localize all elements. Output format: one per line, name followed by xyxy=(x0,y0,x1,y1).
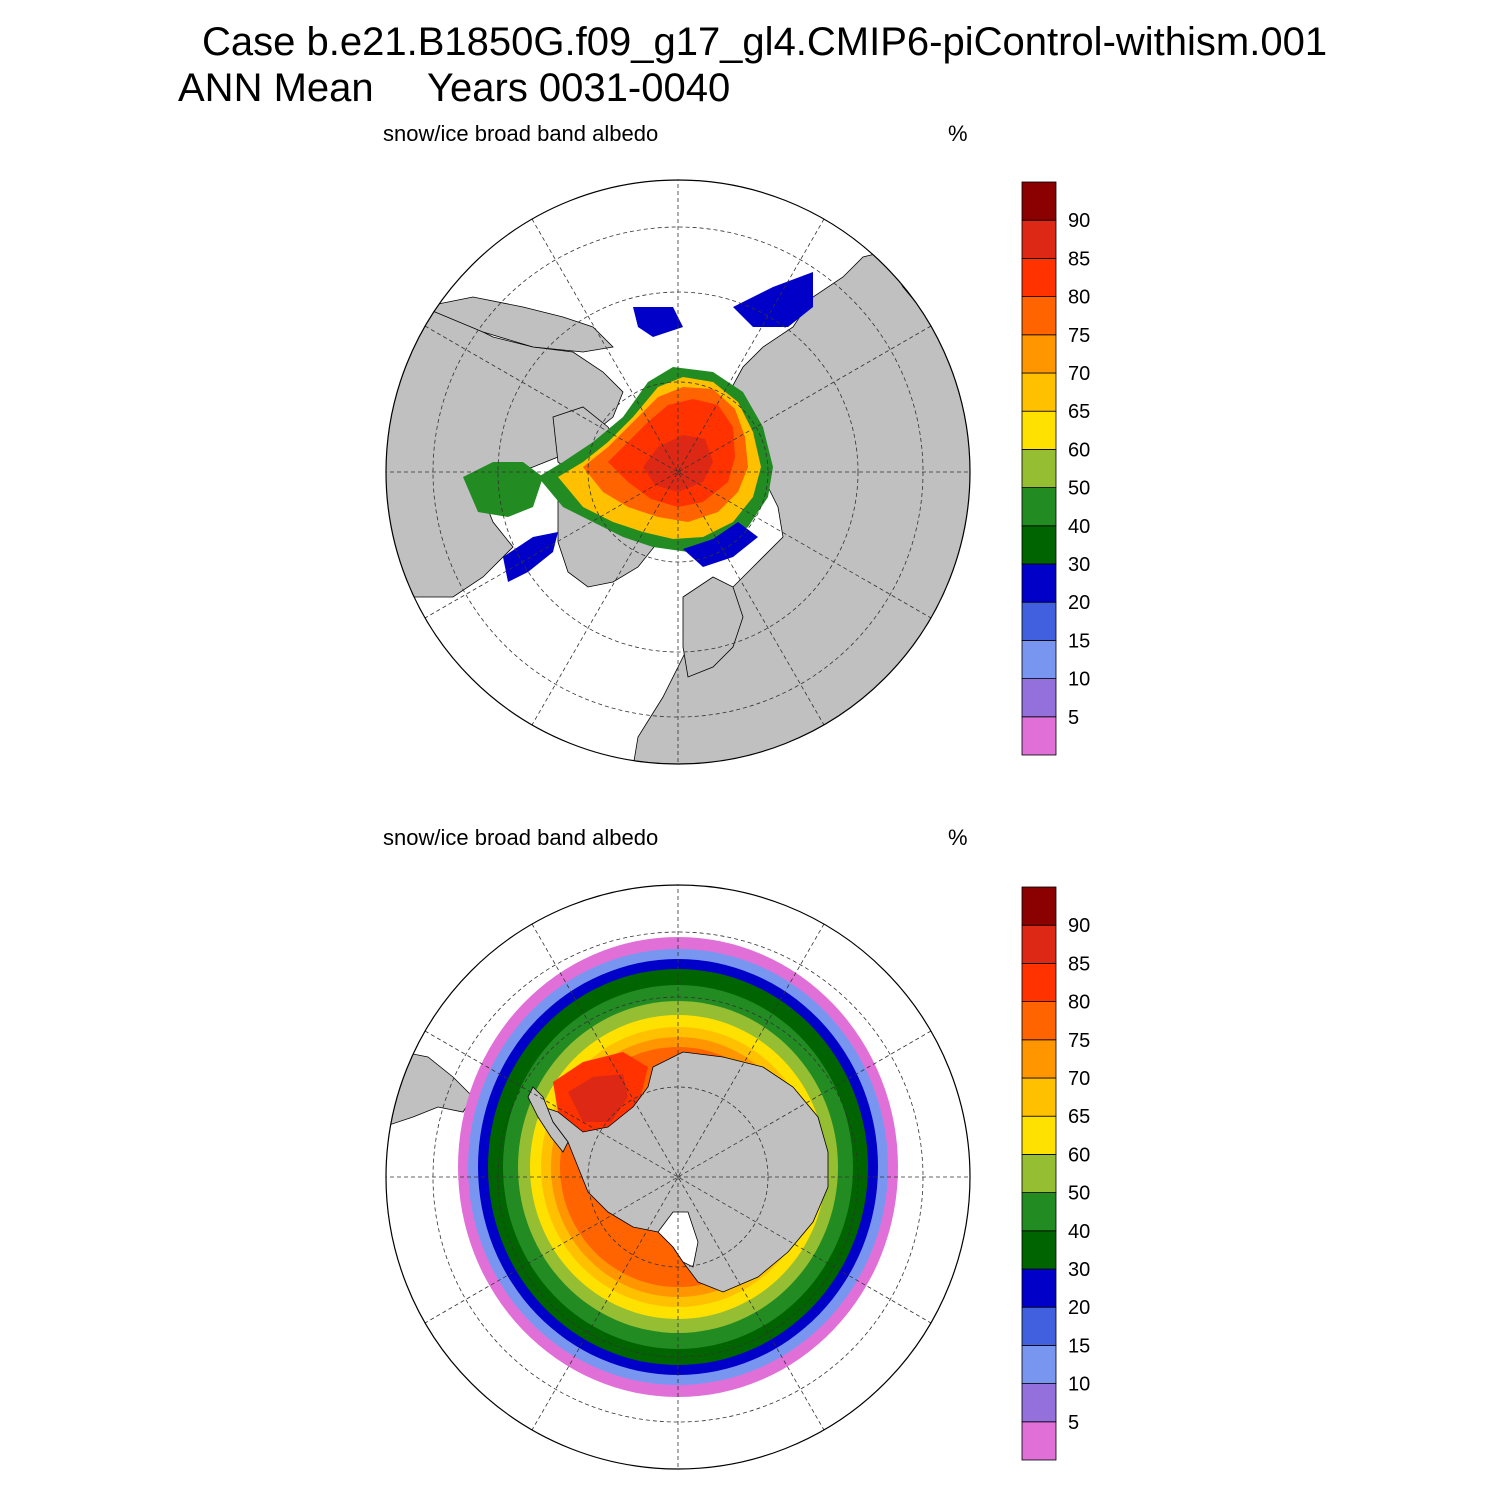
colorbar-swatch xyxy=(1021,963,1057,1003)
colorbar-tick-label: 20 xyxy=(1068,592,1090,614)
colorbar-tick-label: 75 xyxy=(1068,1030,1090,1052)
colorbar-swatch xyxy=(1021,1344,1057,1384)
colorbar-swatch xyxy=(1021,525,1057,565)
colorbar-swatch xyxy=(1021,1153,1057,1193)
colorbar-tick-label: 90 xyxy=(1068,915,1090,937)
south-land-peninsula xyxy=(527,1086,569,1153)
south-polar-map xyxy=(385,884,971,1470)
colorbar-swatch xyxy=(1021,1077,1057,1117)
colorbar-swatch xyxy=(1021,1001,1057,1041)
colorbar-tick-label: 75 xyxy=(1068,325,1090,347)
colorbar-swatch xyxy=(1021,296,1057,336)
south-plot-units: % xyxy=(948,825,968,850)
colorbar-tick-label: 40 xyxy=(1068,1221,1090,1243)
colorbar-tick-label: 30 xyxy=(1068,1259,1090,1281)
colorbar-tick-label: 15 xyxy=(1068,630,1090,652)
north-land-alaska xyxy=(421,296,614,353)
colorbar-swatch xyxy=(1021,487,1057,527)
colorbar-tick-label: 5 xyxy=(1068,707,1079,729)
colorbar-tick-label: 30 xyxy=(1068,554,1090,576)
colorbar-tick-label: 10 xyxy=(1068,669,1090,691)
north-polar-map xyxy=(385,179,971,765)
north-plot-units: % xyxy=(948,121,968,146)
north-ice-hudson xyxy=(463,462,543,517)
colorbar-swatch xyxy=(1021,219,1057,259)
north-ice-okhotsk xyxy=(733,272,813,327)
north-ice-edge-barents xyxy=(683,522,758,567)
season-label: ANN Mean xyxy=(178,66,374,110)
colorbar-tick-label: 10 xyxy=(1068,1374,1090,1396)
north-colorbar: 5 10 15 20 30 40 50 60 65 70 75 80 85 90 xyxy=(1021,181,1090,756)
north-ice-band-core xyxy=(643,435,713,492)
colorbar-swatch xyxy=(1021,1230,1057,1270)
colorbar-tick-label: 15 xyxy=(1068,1335,1090,1357)
colorbar-swatch xyxy=(1021,563,1057,603)
colorbar-swatch xyxy=(1021,1383,1057,1423)
north-map-border xyxy=(385,179,971,765)
colorbar-swatch xyxy=(1021,258,1057,298)
north-graticule xyxy=(386,180,970,764)
colorbar-swatch xyxy=(1021,1306,1057,1346)
colorbar-tick-label: 80 xyxy=(1068,992,1090,1014)
north-plot-title: snow/ice broad band albedo xyxy=(383,121,659,146)
colorbar-tick-label: 60 xyxy=(1068,1144,1090,1166)
colorbar-swatch xyxy=(1021,639,1057,679)
colorbar-swatch xyxy=(1021,601,1057,641)
colorbar-swatch xyxy=(1021,886,1057,926)
colorbar-swatch xyxy=(1021,924,1057,964)
south-ice-weddell-core xyxy=(568,1074,628,1122)
colorbar-swatch xyxy=(1021,410,1057,450)
years-label: Years 0031-0040 xyxy=(427,66,731,110)
colorbar-tick-label: 50 xyxy=(1068,1183,1090,1205)
colorbar-swatch xyxy=(1021,1192,1057,1232)
north-land-scandinavia xyxy=(682,576,744,678)
north-ice-bering xyxy=(633,307,683,337)
colorbar-tick-label: 5 xyxy=(1068,1412,1079,1434)
colorbar-swatch xyxy=(1021,1039,1057,1079)
colorbar-tick-label: 70 xyxy=(1068,1068,1090,1090)
colorbar-tick-label: 65 xyxy=(1068,1106,1090,1128)
colorbar-swatch xyxy=(1021,716,1057,756)
colorbar-tick-label: 90 xyxy=(1068,210,1090,232)
colorbar-swatch xyxy=(1021,448,1057,488)
colorbar-swatch xyxy=(1021,1421,1057,1461)
colorbar-tick-label: 20 xyxy=(1068,1297,1090,1319)
colorbar-swatch xyxy=(1021,1268,1057,1308)
colorbar-swatch xyxy=(1021,678,1057,718)
south-map-border xyxy=(385,884,971,1470)
colorbar-tick-label: 65 xyxy=(1068,401,1090,423)
colorbar-tick-label: 70 xyxy=(1068,363,1090,385)
colorbar-swatch xyxy=(1021,1115,1057,1155)
colorbar-swatch xyxy=(1021,334,1057,374)
south-colorbar: 5 10 15 20 30 40 50 60 65 70 75 80 85 90 xyxy=(1021,886,1090,1461)
south-graticule xyxy=(386,885,970,1469)
colorbar-tick-label: 85 xyxy=(1068,953,1090,975)
colorbar-swatch xyxy=(1021,372,1057,412)
colorbar-tick-label: 40 xyxy=(1068,516,1090,538)
colorbar-swatch xyxy=(1021,181,1057,221)
colorbar-tick-label: 50 xyxy=(1068,478,1090,500)
case-title: Case b.e21.B1850G.f09_g17_gl4.CMIP6-piCo… xyxy=(202,20,1328,64)
colorbar-tick-label: 80 xyxy=(1068,287,1090,309)
south-plot-title: snow/ice broad band albedo xyxy=(383,825,659,850)
colorbar-tick-label: 60 xyxy=(1068,439,1090,461)
colorbar-tick-label: 85 xyxy=(1068,248,1090,270)
